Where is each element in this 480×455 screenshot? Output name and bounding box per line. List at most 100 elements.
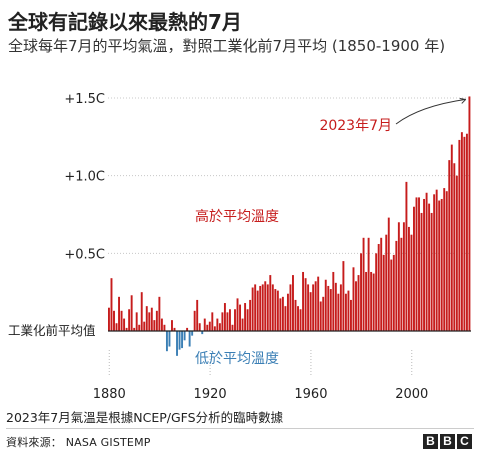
data-bar bbox=[216, 318, 219, 331]
data-bar bbox=[108, 307, 110, 331]
data-bar bbox=[110, 278, 113, 331]
data-bar bbox=[307, 284, 310, 331]
data-bar bbox=[425, 192, 428, 331]
data-bar bbox=[329, 289, 332, 331]
data-bar bbox=[211, 312, 214, 331]
data-bar bbox=[448, 160, 451, 331]
data-bar bbox=[410, 234, 413, 331]
data-bar bbox=[352, 267, 355, 331]
data-bar bbox=[365, 271, 368, 331]
data-bar bbox=[460, 132, 463, 331]
data-bar bbox=[372, 273, 375, 331]
data-bar bbox=[196, 299, 199, 331]
chart-title: 全球有記錄以來最熱的7月 bbox=[8, 10, 242, 34]
chart-subtitle: 全球每年7月的平均氣溫，對照工業化前7月平均 (1850-1900 年) bbox=[8, 37, 446, 55]
data-bar bbox=[468, 96, 471, 331]
data-bar bbox=[322, 296, 325, 331]
data-bar bbox=[302, 271, 305, 331]
data-bar bbox=[395, 240, 398, 331]
data-bar bbox=[231, 324, 234, 331]
data-bar bbox=[165, 331, 168, 352]
x-tick-label: 1920 bbox=[194, 387, 227, 402]
data-bar bbox=[463, 136, 466, 331]
data-bar bbox=[168, 331, 171, 347]
y-tick-label: +1.0C bbox=[64, 170, 105, 185]
data-bar bbox=[438, 200, 441, 331]
footnote: 2023年7月氣溫是根據NCEP/GFS分析的臨時數據 bbox=[6, 410, 284, 425]
bbc-logo-letter: C bbox=[457, 434, 472, 449]
data-bar bbox=[337, 293, 340, 331]
annotation-above-average: 高於平均溫度 bbox=[195, 208, 279, 225]
data-bar bbox=[143, 321, 146, 331]
data-bar bbox=[400, 237, 403, 331]
data-bar bbox=[279, 298, 282, 331]
data-bar bbox=[347, 290, 350, 331]
bbc-logo-letter: B bbox=[440, 434, 455, 449]
data-bar bbox=[377, 244, 380, 331]
data-bar bbox=[314, 281, 317, 331]
data-bar bbox=[455, 175, 458, 331]
data-bar bbox=[226, 312, 229, 331]
y-tick-label: +1.5C bbox=[64, 92, 105, 107]
data-bar bbox=[206, 324, 209, 331]
data-bar bbox=[178, 331, 181, 350]
data-bar bbox=[213, 326, 216, 331]
data-bar bbox=[317, 276, 320, 331]
data-bar bbox=[218, 323, 221, 331]
data-bar bbox=[171, 320, 173, 331]
data-bar bbox=[274, 289, 277, 331]
data-bar bbox=[402, 222, 405, 331]
data-bar bbox=[423, 198, 426, 331]
data-bar bbox=[286, 293, 289, 331]
data-bar bbox=[289, 284, 292, 331]
data-bar bbox=[392, 254, 395, 331]
data-bar bbox=[234, 309, 236, 331]
data-bar bbox=[223, 303, 226, 331]
data-bar bbox=[208, 321, 211, 331]
data-bar bbox=[113, 310, 115, 331]
data-bar bbox=[128, 309, 131, 331]
x-tick-label: 2000 bbox=[395, 387, 428, 402]
data-bar bbox=[344, 293, 347, 331]
data-bar bbox=[135, 312, 138, 331]
data-bar bbox=[420, 212, 423, 331]
data-bar bbox=[125, 327, 128, 331]
data-bar bbox=[158, 296, 161, 331]
divider bbox=[6, 428, 474, 429]
data-bar bbox=[251, 287, 254, 331]
data-bar bbox=[375, 253, 378, 331]
data-bar bbox=[390, 259, 393, 331]
data-bar bbox=[407, 226, 410, 331]
data-bar bbox=[266, 284, 269, 331]
data-bar bbox=[312, 284, 315, 331]
data-bar bbox=[309, 292, 312, 331]
data-bar bbox=[299, 309, 302, 331]
data-bar bbox=[355, 281, 357, 331]
data-bar bbox=[281, 296, 284, 331]
x-tick-label: 1960 bbox=[294, 387, 327, 402]
data-bar bbox=[173, 327, 176, 331]
annotation-arrow bbox=[395, 98, 466, 125]
data-bar bbox=[430, 212, 433, 331]
data-bar bbox=[413, 206, 415, 331]
data-bar bbox=[120, 310, 123, 331]
data-bar bbox=[259, 285, 262, 331]
data-bar bbox=[387, 217, 390, 331]
annotation-below-average: 低於平均溫度 bbox=[195, 351, 279, 367]
data-bar bbox=[244, 303, 247, 331]
data-bar bbox=[276, 290, 279, 331]
data-bar bbox=[292, 275, 294, 331]
data-bar bbox=[188, 331, 191, 347]
data-bar bbox=[115, 323, 118, 331]
data-bar bbox=[269, 275, 272, 331]
data-bar bbox=[254, 284, 257, 331]
data-bar bbox=[397, 222, 400, 331]
data-bar bbox=[370, 271, 373, 331]
data-bar bbox=[294, 299, 297, 331]
data-bar bbox=[405, 181, 408, 331]
data-bar bbox=[319, 301, 322, 331]
data-bar bbox=[176, 331, 178, 356]
data-bar bbox=[350, 299, 352, 331]
arrow-head bbox=[459, 97, 467, 104]
